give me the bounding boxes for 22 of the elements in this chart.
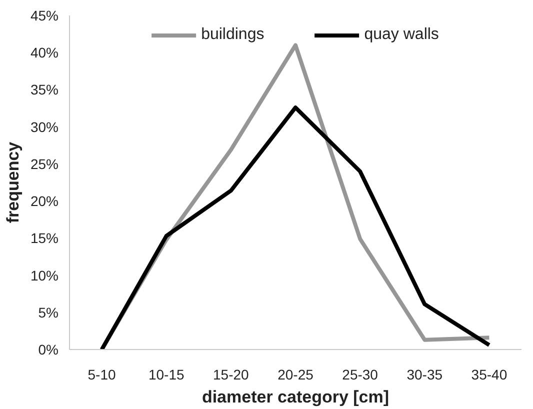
y-tick-label: 0%: [38, 342, 58, 358]
y-tick-label: 10%: [30, 267, 59, 284]
legend-label: quay walls: [364, 26, 439, 44]
y-tick-label: 40%: [30, 44, 59, 61]
x-tick-label: 10-15: [148, 366, 184, 382]
x-tick-label: 5-10: [88, 366, 116, 382]
x-tick-label: 15-20: [213, 366, 250, 382]
y-tick-label: 25%: [30, 156, 59, 172]
x-axis-title: diameter category [cm]: [202, 388, 390, 406]
x-tick-label: 30-35: [406, 366, 443, 382]
x-tick-label: 25-30: [342, 366, 378, 382]
x-tick-label: 20-25: [278, 366, 314, 382]
y-tick-label: 5%: [38, 304, 58, 320]
x-tick-label: 35-40: [471, 366, 508, 382]
y-tick-label: 45%: [30, 8, 59, 24]
y-tick-label: 35%: [30, 82, 59, 98]
y-tick-label: 30%: [30, 118, 59, 135]
line-series: [100, 106, 492, 350]
legend-label: buildings: [201, 26, 264, 44]
y-tick-label: 20%: [30, 193, 59, 210]
y-tick-label: 15%: [30, 230, 59, 246]
y-axis-title: frequency: [3, 141, 22, 224]
